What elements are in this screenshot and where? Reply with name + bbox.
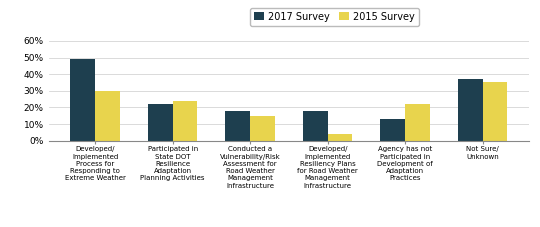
Bar bbox=[458, 79, 483, 141]
Bar bbox=[380, 119, 405, 141]
Bar bbox=[250, 116, 275, 141]
Bar bbox=[405, 104, 430, 141]
Bar bbox=[328, 134, 353, 141]
Bar bbox=[173, 101, 198, 141]
Bar bbox=[95, 91, 120, 141]
Legend: 2017 Survey, 2015 Survey: 2017 Survey, 2015 Survey bbox=[251, 8, 418, 26]
Bar bbox=[483, 82, 508, 141]
Bar bbox=[225, 111, 250, 141]
Bar bbox=[148, 104, 173, 141]
Bar bbox=[70, 59, 95, 141]
Bar bbox=[303, 111, 328, 141]
